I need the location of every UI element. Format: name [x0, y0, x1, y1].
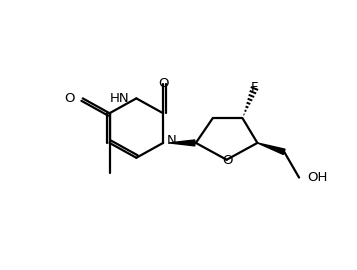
Polygon shape	[257, 143, 285, 154]
Text: O: O	[158, 77, 169, 90]
Text: OH: OH	[307, 171, 327, 184]
Text: N: N	[167, 134, 177, 147]
Text: O: O	[64, 92, 75, 105]
Text: HN: HN	[110, 92, 129, 105]
Text: O: O	[222, 154, 233, 167]
Text: F: F	[251, 82, 258, 94]
Polygon shape	[169, 140, 195, 146]
